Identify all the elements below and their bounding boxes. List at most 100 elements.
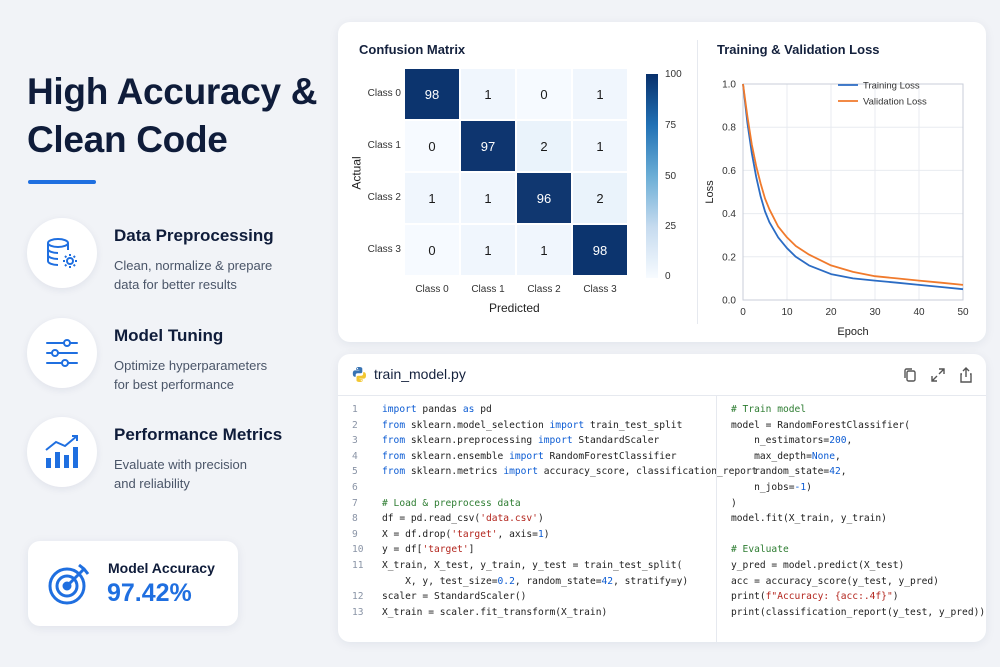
feature-description: Clean, normalize & prepare data for bett… (114, 256, 314, 294)
code-token: -1 (794, 481, 807, 493)
code-token: X, y, test_size= (382, 575, 498, 587)
code-line: 11 X_train, X_test, y_train, y_test = tra… (352, 558, 716, 574)
x-tick-label: 50 (957, 307, 969, 318)
x-axis-label: Epoch (837, 326, 868, 338)
code-line: acc = accuracy_score(y_test, y_pred) (731, 574, 981, 590)
y-axis-label: Loss (704, 180, 716, 204)
cm-y-axis-label: Actual (349, 156, 364, 190)
code-token: 'target' (451, 528, 498, 540)
code-line: 4 from sklearn.ensemble import RandomFore… (352, 449, 716, 465)
code-line: max_depth=None, (731, 449, 981, 465)
code-token: train_test_split (584, 419, 683, 431)
colorbar (646, 74, 658, 278)
y-tick-label: 0.4 (722, 209, 736, 220)
cm-x-axis-label: Predicted (489, 301, 540, 315)
charts-card: Confusion Matrix Training & Validation L… (338, 22, 986, 342)
file-name: train_model.py (374, 366, 466, 382)
series-line (742, 83, 964, 291)
code-token: import (382, 404, 417, 415)
code-line: # Train model (731, 402, 981, 418)
code-token: acc = accuracy_score(y_test, y_pred) (731, 575, 939, 587)
loss-chart: 0 10 20 30 40 50 0.0 0.2 0.4 0.6 0.8 1.0 Epoch Loss Tr… (704, 80, 969, 339)
code-token: 42 (601, 575, 614, 587)
code-token: 200 (829, 435, 847, 447)
cm-row-label: Class 3 (367, 244, 401, 255)
cm-cell: 1 (460, 224, 516, 276)
code-token: import (549, 419, 585, 431)
code-token: ] (468, 544, 475, 556)
share-icon[interactable] (958, 367, 974, 383)
code-line: 2 from sklearn.model_selection import tra… (352, 418, 716, 434)
code-token: ) (543, 528, 550, 540)
feature-desc-line: for best performance (114, 377, 234, 392)
python-icon (352, 367, 366, 382)
code-token: scaler = StandardScaler() (382, 591, 527, 603)
page-headline: High Accuracy & Clean Code (27, 68, 327, 164)
code-header: train_model.py (338, 354, 986, 396)
code-token: ) (537, 513, 544, 525)
y-tick-label: 1.0 (722, 80, 736, 91)
x-tick-label: 0 (740, 307, 746, 318)
code-token: max_depth= (731, 450, 812, 462)
code-token: ) (806, 481, 812, 493)
headline-underline (28, 180, 96, 184)
accuracy-value: 97.42% (107, 579, 192, 607)
series-line (742, 83, 964, 286)
code-token: import (503, 466, 538, 478)
code-line: model = RandomForestClassifier( (731, 418, 981, 434)
code-token: X_train, X_test, y_train, y_test = train… (382, 559, 683, 571)
x-tick-label: 20 (825, 307, 837, 318)
code-token: from (382, 450, 406, 462)
line-number: 11 (352, 559, 364, 571)
cm-cell: 2 (572, 172, 628, 224)
headline-line-2: Clean Code (27, 119, 228, 160)
code-line: 9 X = df.drop('target', axis=1) (352, 527, 716, 543)
line-number: 2 (352, 419, 358, 431)
y-tick-label: 0.8 (722, 123, 736, 134)
legend-label: Training Loss (863, 81, 920, 92)
code-token: n_jobs= (731, 481, 795, 493)
expand-icon[interactable] (930, 367, 946, 383)
code-token: f"Accuracy: {acc:.4f}" (765, 591, 893, 603)
cm-col-label: Class 0 (415, 284, 449, 295)
code-line: print(classification_report(y_test, y_pr… (731, 605, 985, 621)
code-line: 3 from sklearn.preprocessing import Stand… (352, 433, 716, 449)
cm-cell: 1 (404, 172, 460, 224)
code-token: X = df.drop( (382, 528, 452, 540)
sliders-icon (27, 318, 97, 388)
line-number: 4 (352, 450, 358, 462)
code-token: # Train model (731, 404, 807, 415)
code-token: , stratify=y) (613, 575, 689, 587)
code-line: 5 from sklearn.metrics import accuracy_sc… (352, 464, 757, 480)
cm-cell: 1 (516, 224, 572, 276)
bar-chart-trend-icon (27, 417, 97, 487)
code-token: , random_state= (514, 575, 602, 587)
code-line: 6 (352, 480, 716, 496)
feature-title: Model Tuning (114, 326, 224, 345)
code-line: 8 df = pd.read_csv('data.csv') (352, 511, 716, 527)
copy-icon[interactable] (902, 367, 918, 383)
feature-performance-metrics: Performance Metrics Evaluate with precis… (27, 417, 327, 493)
cm-cell: 0 (404, 224, 460, 276)
cm-cell: 1 (572, 120, 628, 172)
line-number: 6 (352, 481, 358, 493)
code-token: , axis= (497, 528, 538, 540)
code-line: 12 scaler = StandardScaler() (352, 589, 716, 605)
feature-model-tuning: Model Tuning Optimize hyperparameters fo… (27, 318, 327, 394)
code-token: # Load & preprocess data (382, 497, 521, 509)
cm-row-label: Class 2 (367, 192, 401, 203)
code-line: 10 y = df['target'] (352, 542, 716, 558)
chart-divider (697, 40, 698, 324)
cm-cell: 0 (516, 68, 572, 120)
feature-desc-line: Clean, normalize & prepare (114, 258, 273, 273)
feature-data-preprocessing: Data Preprocessing Clean, normalize & pr… (27, 218, 327, 294)
colorbar-tick: 100 (665, 69, 682, 80)
code-token: model = RandomForestClassifier( (731, 419, 911, 431)
colorbar-tick: 25 (665, 221, 677, 232)
line-number: 8 (352, 513, 358, 525)
cm-cell: 96 (516, 172, 572, 224)
code-token: accuracy_score, classification_report (537, 466, 758, 478)
code-token: import (537, 435, 573, 447)
y-tick-label: 0.6 (722, 166, 736, 177)
colorbar-tick: 75 (665, 120, 677, 131)
